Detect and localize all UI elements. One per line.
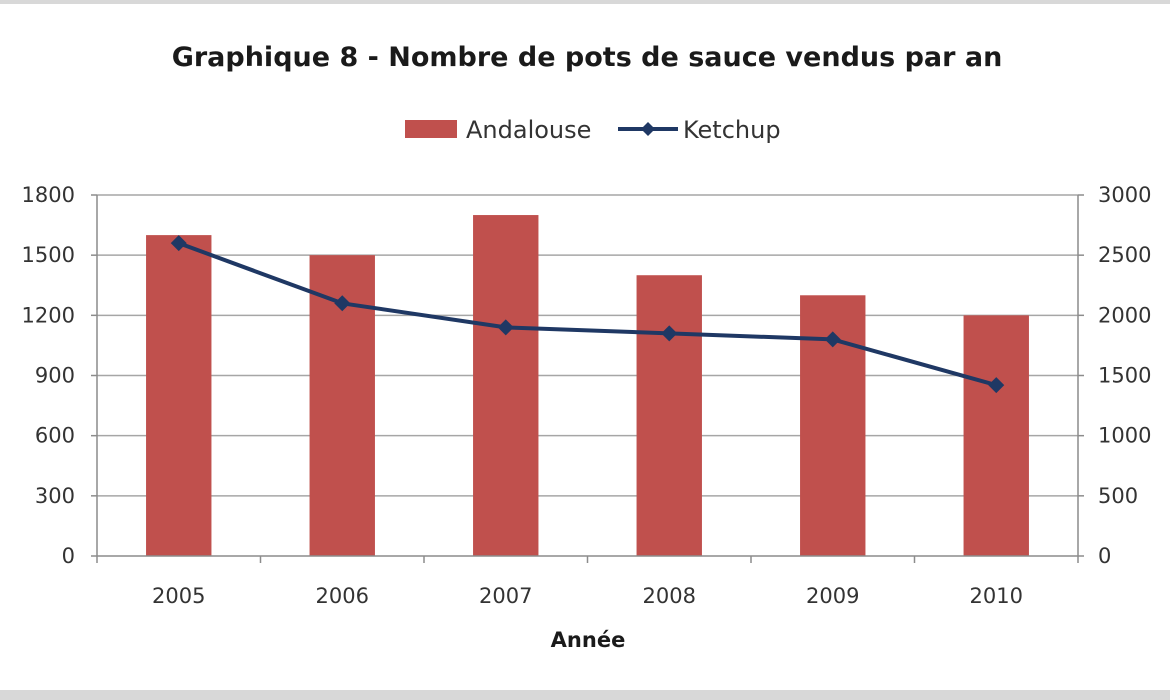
y-tick-label: 300	[35, 484, 75, 508]
point-ketchup-2008	[661, 325, 678, 342]
bar-andalouse-2008	[636, 275, 702, 556]
point-ketchup-2006	[334, 295, 351, 312]
point-ketchup-2010	[988, 377, 1005, 394]
y-tick-label: 1500	[22, 243, 75, 267]
bars	[146, 215, 1029, 557]
tick-labels: 0 300 600 900 1200 1500 1800 0 500 1000 1500 2000 25…	[22, 183, 1152, 608]
legend: Andalouse Ketchup	[405, 116, 781, 144]
y2-tick-label: 1500	[1098, 364, 1151, 388]
y-tick-label: 1800	[22, 183, 75, 207]
x-tick-label: 2006	[316, 584, 369, 608]
y-tick-label: 1200	[22, 303, 75, 327]
y-tick-label: 600	[35, 424, 75, 448]
y-tick-label: 0	[62, 544, 75, 568]
bar-andalouse-2010	[963, 315, 1029, 556]
axes	[91, 194, 1084, 563]
legend-label-ketchup: Ketchup	[683, 116, 781, 144]
gridlines	[97, 194, 1078, 497]
x-tick-label: 2005	[152, 584, 205, 608]
y2-tick-label: 2500	[1098, 243, 1151, 267]
y2-tick-label: 2000	[1098, 303, 1151, 327]
y2-tick-label: 3000	[1098, 183, 1151, 207]
y2-tick-label: 500	[1098, 484, 1138, 508]
y2-tick-label: 0	[1098, 544, 1111, 568]
legend-swatch-andalouse	[405, 120, 457, 138]
legend-marker-ketchup	[641, 122, 655, 136]
line-series	[170, 235, 1005, 394]
x-tick-label: 2010	[970, 584, 1023, 608]
x-tick-label: 2009	[806, 584, 859, 608]
bar-andalouse-2007	[473, 215, 539, 557]
line-ketchup	[178, 241, 997, 388]
point-ketchup-2007	[497, 319, 514, 336]
chart-title: Graphique 8 - Nombre de pots de sauce ve…	[172, 42, 1003, 73]
bar-andalouse-2005	[146, 235, 212, 556]
x-tick-label: 2007	[479, 584, 532, 608]
x-axis-label: Année	[551, 628, 626, 652]
x-tick-label: 2008	[643, 584, 696, 608]
point-ketchup-2005	[170, 235, 187, 252]
y2-tick-label: 1000	[1098, 424, 1151, 448]
point-ketchup-2009	[824, 331, 841, 348]
legend-label-andalouse: Andalouse	[466, 116, 591, 144]
y-tick-label: 900	[35, 364, 75, 388]
